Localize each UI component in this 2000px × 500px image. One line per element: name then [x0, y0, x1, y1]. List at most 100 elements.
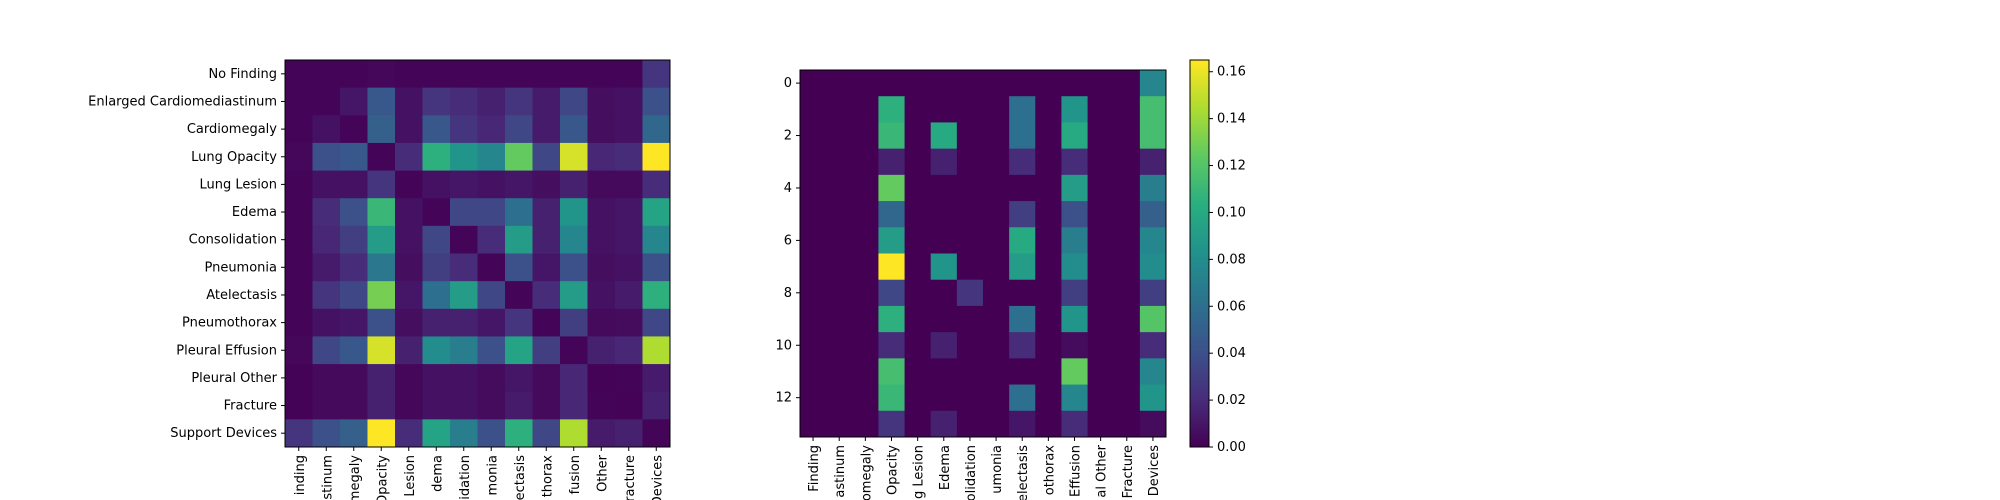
- heatmap-cell: [983, 122, 1010, 150]
- heatmap-cell: [956, 174, 984, 202]
- x-tick-label: Edema: [938, 445, 953, 490]
- heatmap-cell: [800, 384, 827, 412]
- heatmap-cell: [1009, 358, 1036, 385]
- colorbar-tick-label: 0.04: [1217, 346, 1246, 361]
- heatmap-cell: [1113, 305, 1141, 333]
- heatmap-cell: [852, 305, 879, 333]
- heatmap-cell: [1113, 70, 1141, 97]
- x-tick-label: olidation: [458, 455, 473, 500]
- x-tick-label: Other: [595, 454, 610, 492]
- heatmap-cell: [587, 253, 616, 282]
- heatmap-cell: [930, 96, 958, 123]
- heatmap-cell: [450, 170, 478, 199]
- x-tick-label: stinum: [320, 455, 335, 500]
- heatmap-cell: [1113, 227, 1141, 254]
- heatmap-cell: [1035, 70, 1062, 97]
- heatmap-cell: [477, 308, 506, 337]
- heatmap-cell: [1113, 201, 1141, 228]
- colorbar-tick-label: 0.14: [1217, 112, 1246, 127]
- heatmap-cell: [395, 391, 423, 420]
- heatmap-cell: [477, 225, 506, 254]
- heatmap-cell: [395, 142, 423, 171]
- heatmap-cell: [904, 122, 932, 150]
- heatmap-cell: [1035, 148, 1062, 176]
- heatmap-cell: [826, 279, 853, 307]
- heatmap-cell: [312, 225, 341, 254]
- heatmap-cell: [642, 281, 671, 310]
- heatmap-cell: [852, 279, 879, 307]
- heatmap-cell: [1113, 122, 1141, 150]
- heatmap-cell: [878, 96, 905, 123]
- heatmap-cell: [615, 391, 643, 420]
- heatmap-cell: [615, 308, 643, 337]
- heatmap-cell: [1035, 174, 1062, 202]
- heatmap-cell: [904, 96, 932, 123]
- y-tick-label: 0: [784, 76, 792, 91]
- heatmap-cell: [983, 279, 1010, 307]
- heatmap-cell: [340, 142, 368, 171]
- heatmap-cell: [367, 391, 396, 420]
- heatmap-cell: [800, 174, 827, 202]
- y-tick-label: Edema: [232, 205, 277, 220]
- heatmap-cell: [983, 410, 1010, 438]
- heatmap-cell: [395, 336, 423, 365]
- heatmap-cell: [904, 279, 932, 307]
- y-tick-label: Fracture: [224, 399, 277, 414]
- heatmap-cell: [878, 70, 905, 97]
- heatmap-cell: [560, 225, 588, 254]
- heatmap-cell: [904, 174, 932, 202]
- heatmap-cell: [505, 142, 533, 171]
- y-tick-label: No Finding: [208, 67, 277, 82]
- x-tick-label: Effusion: [1069, 445, 1084, 497]
- x-tick-label: astinum: [833, 445, 848, 498]
- y-tick-label: Lung Lesion: [200, 177, 277, 192]
- heatmap-cell: [1009, 332, 1036, 359]
- heatmap-cell: [1087, 358, 1115, 385]
- heatmap-cell: [1061, 227, 1088, 254]
- heatmap-cell: [587, 391, 616, 420]
- heatmap-cell: [852, 253, 879, 281]
- heatmap-cell: [532, 115, 561, 144]
- heatmap-cell: [878, 148, 905, 176]
- heatmap-cell: [477, 87, 506, 116]
- heatmap-cell: [930, 384, 958, 412]
- heatmap-cell: [1009, 122, 1036, 150]
- heatmap-cell: [1009, 174, 1036, 202]
- heatmap-cell: [422, 308, 451, 337]
- heatmap-cell: [826, 253, 853, 281]
- heatmap-cell: [1035, 96, 1062, 123]
- heatmap-cell: [505, 115, 533, 144]
- colorbar-gradient: [1189, 59, 1210, 448]
- x-tick-label: monia: [485, 455, 500, 495]
- heatmap-cell: [1087, 122, 1115, 150]
- heatmap-cell: [312, 253, 341, 282]
- heatmap-cell: [1139, 122, 1167, 150]
- x-tick-label: lectasis: [513, 455, 528, 500]
- heatmap-cell: [477, 419, 506, 448]
- heatmap-cell: [878, 410, 905, 438]
- heatmap-cell: [826, 96, 853, 123]
- heatmap-cell: [1009, 279, 1036, 307]
- heatmap-cell: [878, 201, 905, 228]
- heatmap-cell: [505, 170, 533, 199]
- heatmap-cell: [450, 253, 478, 282]
- heatmap-cell: [532, 308, 561, 337]
- heatmap-cell: [1139, 174, 1167, 202]
- heatmap-cell: [367, 170, 396, 199]
- x-tick-label: omegaly: [859, 445, 874, 500]
- heatmap-cell: [642, 170, 671, 199]
- heatmap-cell: [1009, 253, 1036, 281]
- heatmap-cell: [642, 308, 671, 337]
- colorbar-tick-label: 0.08: [1217, 252, 1246, 267]
- heatmap-cell: [422, 115, 451, 144]
- heatmap-cell: [312, 142, 341, 171]
- heatmap-cell: [367, 336, 396, 365]
- heatmap-cell: [505, 308, 533, 337]
- heatmap-cell: [285, 419, 313, 448]
- x-tick-label: Fracture: [1121, 445, 1136, 498]
- heatmap-cell: [983, 96, 1010, 123]
- heatmap-cell: [312, 170, 341, 199]
- heatmap-cell: [340, 198, 368, 227]
- heatmap-cell: [532, 142, 561, 171]
- heatmap-cell: [826, 332, 853, 359]
